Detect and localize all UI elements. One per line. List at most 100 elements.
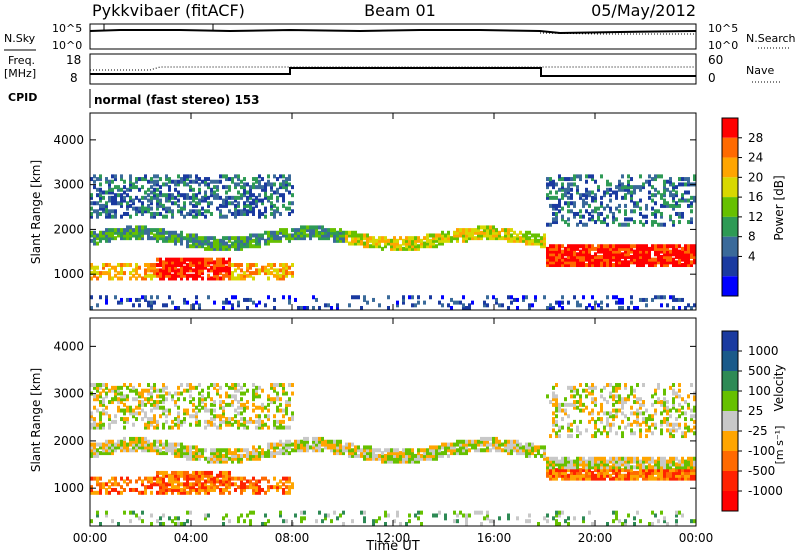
heatmap-cell bbox=[582, 246, 585, 251]
heatmap-cell bbox=[198, 383, 201, 388]
heatmap-cell bbox=[588, 244, 591, 249]
heatmap-cell bbox=[549, 260, 552, 265]
heatmap-cell bbox=[288, 439, 291, 444]
heatmap-cell bbox=[114, 211, 117, 216]
heatmap-cell bbox=[528, 451, 531, 456]
heatmap-cell bbox=[159, 185, 162, 190]
heatmap-cell bbox=[210, 244, 213, 249]
heatmap-cell bbox=[183, 473, 186, 478]
heatmap-cell bbox=[378, 456, 381, 461]
heatmap-cell bbox=[312, 306, 315, 310]
cpid-label: CPID bbox=[8, 91, 37, 104]
heatmap-cell bbox=[222, 473, 225, 478]
heatmap-cell bbox=[660, 222, 663, 227]
heatmap-cell bbox=[306, 448, 309, 453]
heatmap-cell bbox=[192, 385, 195, 390]
heatmap-cell bbox=[663, 254, 666, 259]
heatmap-cell bbox=[195, 300, 198, 305]
heatmap-cell bbox=[570, 385, 573, 390]
heatmap-cell bbox=[288, 174, 291, 179]
heatmap-cell bbox=[669, 260, 672, 265]
heatmap-cell bbox=[207, 487, 210, 492]
heatmap-cell bbox=[108, 400, 111, 405]
heatmap-cell bbox=[162, 442, 165, 447]
heatmap-cell bbox=[612, 459, 615, 464]
heatmap-cell bbox=[441, 453, 444, 458]
heatmap-cell bbox=[156, 238, 159, 243]
heatmap-cell bbox=[597, 206, 600, 211]
heatmap-cell bbox=[159, 263, 162, 268]
heatmap-cell bbox=[288, 400, 291, 405]
heatmap-cell bbox=[675, 185, 678, 190]
heatmap-cell bbox=[237, 400, 240, 405]
heatmap-cell bbox=[555, 394, 558, 399]
heatmap-cell bbox=[255, 195, 258, 200]
heatmap-cell bbox=[183, 470, 186, 475]
heatmap-cell bbox=[249, 273, 252, 278]
heatmap-cell bbox=[606, 257, 609, 262]
heatmap-cell bbox=[564, 257, 567, 262]
heatmap-cell bbox=[177, 263, 180, 268]
heatmap-cell bbox=[105, 211, 108, 216]
heatmap-cell bbox=[678, 394, 681, 399]
heatmap-cell bbox=[594, 419, 597, 424]
heatmap-cell bbox=[243, 519, 246, 524]
heatmap-cell bbox=[510, 448, 513, 453]
heatmap-cell bbox=[210, 448, 213, 453]
heatmap-cell bbox=[216, 451, 219, 456]
heatmap-cell bbox=[402, 456, 405, 461]
heatmap-cell bbox=[663, 465, 666, 470]
heatmap-cell bbox=[660, 211, 663, 216]
heatmap-cell bbox=[141, 394, 144, 399]
heatmap-cell bbox=[585, 383, 588, 388]
heatmap-cell bbox=[588, 249, 591, 254]
heatmap-cell bbox=[228, 419, 231, 424]
heatmap-cell bbox=[138, 206, 141, 211]
heatmap-cell bbox=[237, 190, 240, 195]
heatmap-cell bbox=[588, 459, 591, 464]
heatmap-cell bbox=[651, 431, 654, 436]
nsearch-trace bbox=[539, 32, 696, 35]
heatmap-cell bbox=[111, 519, 114, 524]
heatmap-cell bbox=[249, 236, 252, 241]
heatmap-cell bbox=[612, 257, 615, 262]
heatmap-cell bbox=[195, 233, 198, 238]
heatmap-cell bbox=[183, 388, 186, 393]
heatmap-cell bbox=[111, 400, 114, 405]
heatmap-cell bbox=[609, 246, 612, 251]
heatmap-cell bbox=[222, 479, 225, 484]
heatmap-cell bbox=[141, 479, 144, 484]
heatmap-cell bbox=[684, 425, 687, 430]
count-tick-top-left: 10^5 bbox=[52, 22, 82, 35]
heatmap-cell bbox=[537, 448, 540, 453]
heatmap-cell bbox=[585, 252, 588, 257]
heatmap-cell bbox=[384, 241, 387, 246]
heatmap-cell bbox=[327, 228, 330, 233]
heatmap-cell bbox=[192, 241, 195, 246]
heatmap-cell bbox=[174, 487, 177, 492]
heatmap-cell bbox=[630, 185, 633, 190]
heatmap-cell bbox=[339, 236, 342, 241]
heatmap-cell bbox=[678, 402, 681, 407]
heatmap-cell bbox=[135, 206, 138, 211]
heatmap-cell bbox=[231, 276, 234, 281]
heatmap-cell bbox=[258, 182, 261, 187]
heatmap-cell bbox=[489, 228, 492, 233]
heatmap-cell bbox=[591, 177, 594, 182]
heatmap-cell bbox=[639, 411, 642, 416]
heatmap-cell bbox=[567, 257, 570, 262]
heatmap-cell bbox=[174, 263, 177, 268]
heatmap-cell bbox=[237, 174, 240, 179]
heatmap-cell bbox=[663, 201, 666, 206]
heatmap-cell bbox=[549, 203, 552, 208]
heatmap-cell bbox=[108, 187, 111, 192]
heatmap-cell bbox=[126, 405, 129, 410]
heatmap-cell bbox=[123, 411, 126, 416]
heatmap-cell bbox=[99, 422, 102, 427]
heatmap-cell bbox=[102, 388, 105, 393]
heatmap-cell bbox=[363, 295, 366, 300]
heatmap-cell bbox=[249, 193, 252, 198]
heatmap-cell bbox=[189, 456, 192, 461]
heatmap-cell bbox=[546, 462, 549, 467]
heatmap-cell bbox=[264, 476, 267, 481]
